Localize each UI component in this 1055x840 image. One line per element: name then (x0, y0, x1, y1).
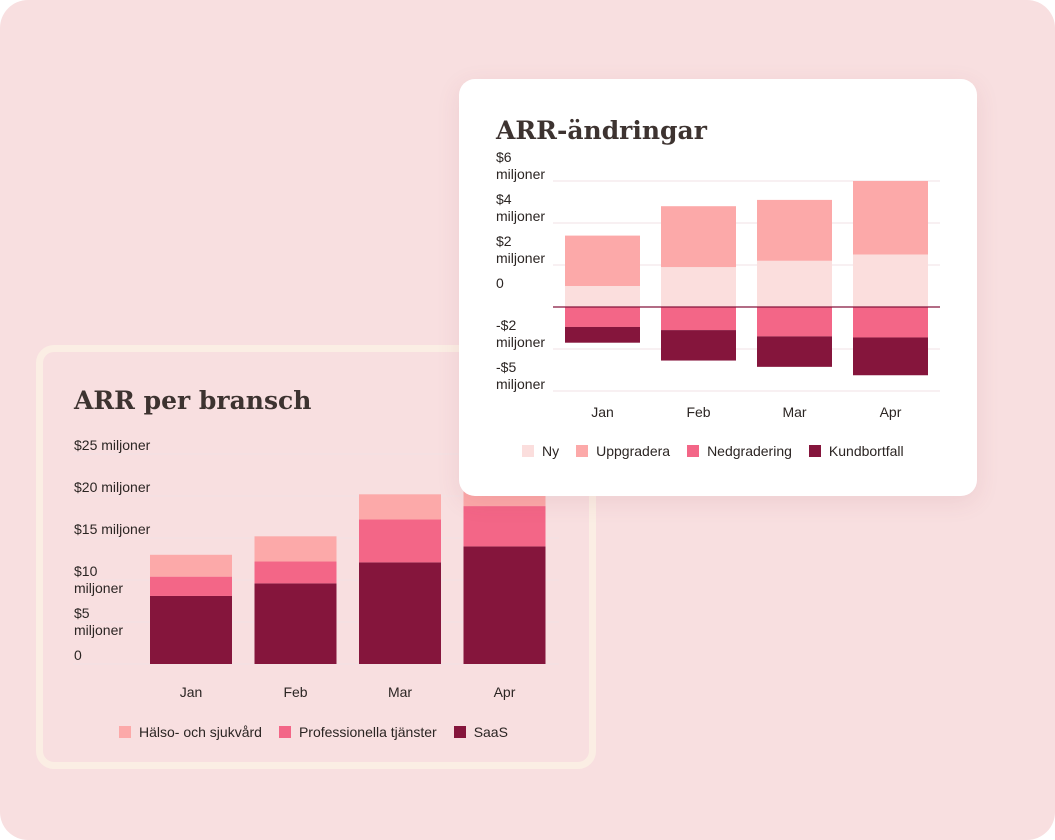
bar-nedgradering-jan (565, 307, 640, 327)
x-tick-label: Feb (686, 404, 710, 420)
y-tick-label-line: miljoner (496, 250, 545, 266)
y-tick-label-line: $15 miljoner (74, 521, 151, 537)
bar-kundbortfall-mar (757, 336, 832, 367)
x-tick-label: Mar (782, 404, 806, 420)
x-tick-label: Mar (388, 684, 412, 700)
y-tick-label: $25 miljoner (74, 437, 151, 453)
legend-swatch (687, 445, 700, 457)
bar-uppgradera-mar (757, 199, 832, 261)
bar-uppgradera-jan (565, 235, 640, 286)
legend-item-ny: Ny (522, 443, 559, 459)
y-tick-label-line: miljoner (496, 376, 545, 392)
x-tick-label: Apr (494, 684, 516, 700)
legend-swatch (522, 445, 534, 457)
legend-label: Nedgradering (707, 443, 792, 459)
y-tick-label-line: $2 (496, 233, 512, 249)
bar-professionella-tjanster-mar (359, 519, 441, 563)
y-tick-label: $4 miljoner (496, 191, 545, 224)
y-tick-label: -$2 miljoner (496, 317, 545, 350)
bar-ny-feb (661, 267, 736, 307)
y-tick-label-line: $20 miljoner (74, 479, 151, 495)
y-tick-label-line: -$2 (496, 317, 516, 333)
bar-kundbortfall-apr (853, 337, 928, 376)
bar-uppgradera-feb (661, 206, 736, 268)
y-tick-label-line: miljoner (74, 622, 123, 638)
bar-saas-mar (359, 562, 441, 664)
y-tick-label-line: $6 (496, 149, 512, 165)
legend-item-kundbortfall: Kundbortfall (808, 443, 904, 459)
x-tick-label: Jan (180, 684, 203, 700)
bar-uppgradera-apr (853, 181, 928, 255)
legend-item-saas: SaaS (453, 724, 508, 740)
legend-label: SaaS (473, 724, 508, 740)
y-tick-label-line: $25 miljoner (74, 437, 151, 453)
x-tick-label: Jan (591, 404, 614, 420)
y-tick-label: $20 miljoner (74, 479, 151, 495)
legend-swatch (576, 445, 589, 457)
bar-halso-och-sjukvard-mar (359, 494, 441, 520)
y-tick-label-line: $10 (74, 563, 98, 579)
y-tick-label: $10 miljoner (74, 563, 123, 596)
plot-area: 0$5 miljoner$10 miljoner$15 miljoner$20 mi… (73, 437, 559, 700)
bar-saas-feb (254, 583, 337, 664)
y-tick-label-line: miljoner (496, 334, 545, 350)
bar-professionella-tjanster-apr (463, 506, 546, 547)
bar-kundbortfall-feb (661, 330, 736, 361)
legend-label: Ny (542, 443, 560, 459)
bar-kundbortfall-jan (565, 326, 640, 343)
y-tick-label-line: 0 (74, 647, 82, 663)
changes-chart-title: ARR-ändringar (496, 116, 707, 145)
bar-saas-jan (150, 595, 232, 664)
y-tick-label-line: miljoner (496, 166, 545, 182)
y-tick-label: $15 miljoner (74, 521, 151, 537)
bar-halso-och-sjukvard-feb (254, 536, 337, 562)
bar-nedgradering-mar (757, 307, 832, 337)
legend-swatch (278, 726, 291, 738)
y-tick-label-line: $4 (496, 191, 512, 207)
y-tick-label: 0 (496, 275, 504, 291)
y-tick-label-line: 0 (496, 275, 504, 291)
legend-label: Uppgradera (596, 443, 671, 459)
legend-item-uppgradera: Uppgradera (576, 443, 670, 459)
y-tick-label: $2 miljoner (496, 233, 545, 266)
legend-label: Kundbortfall (828, 443, 904, 459)
y-tick-label: $5 miljoner (74, 605, 123, 638)
y-tick-label-line: -$5 (496, 359, 516, 375)
y-tick-label: -$5 miljoner (496, 359, 545, 392)
bar-nedgradering-apr (853, 307, 928, 338)
y-tick-label-line: miljoner (496, 208, 545, 224)
bar-professionella-tjanster-feb (254, 561, 337, 584)
bar-saas-apr (463, 546, 546, 664)
x-tick-label: Feb (283, 684, 307, 700)
changes-legend: Ny Uppgradera Nedgradering Kundbortfall (522, 443, 904, 459)
legend-item-halso-och-sjukvard: Hälso- och sjukvård (119, 724, 262, 740)
changes-chart-card: ARR-ändringar $6 miljoner $4 miljoner $2 milj… (459, 79, 977, 496)
legend-swatch (808, 445, 821, 457)
y-tick-label-line: $5 (74, 605, 90, 621)
y-tick-label: $6 miljoner (496, 149, 545, 182)
bar-halso-och-sjukvard-jan (150, 554, 232, 577)
legend-swatch (453, 726, 466, 738)
legend-item-nedgradering: Nedgradering (687, 443, 792, 459)
y-tick-label-line: miljoner (74, 580, 123, 596)
legend-label: Hälso- och sjukvård (139, 724, 262, 740)
legend-item-professionella-tjanster: Professionella tjänster (278, 724, 437, 740)
industry-chart: 0$5 miljoner$10 miljoner$15 miljoner$20 mi… (73, 437, 559, 700)
y-tick-label: 0 (74, 647, 82, 663)
bar-ny-jan (565, 286, 640, 307)
bar-ny-mar (757, 260, 832, 307)
x-tick-label: Apr (880, 404, 902, 420)
bar-ny-apr (853, 254, 928, 307)
industry-chart-title: ARR per bransch (74, 386, 312, 415)
bar-professionella-tjanster-jan (150, 576, 232, 596)
industry-legend: Hälso- och sjukvård Professionella tjänst… (119, 724, 508, 740)
legend-label: Professionella tjänster (298, 724, 437, 740)
bar-nedgradering-feb (661, 307, 736, 331)
legend-swatch (119, 726, 131, 738)
